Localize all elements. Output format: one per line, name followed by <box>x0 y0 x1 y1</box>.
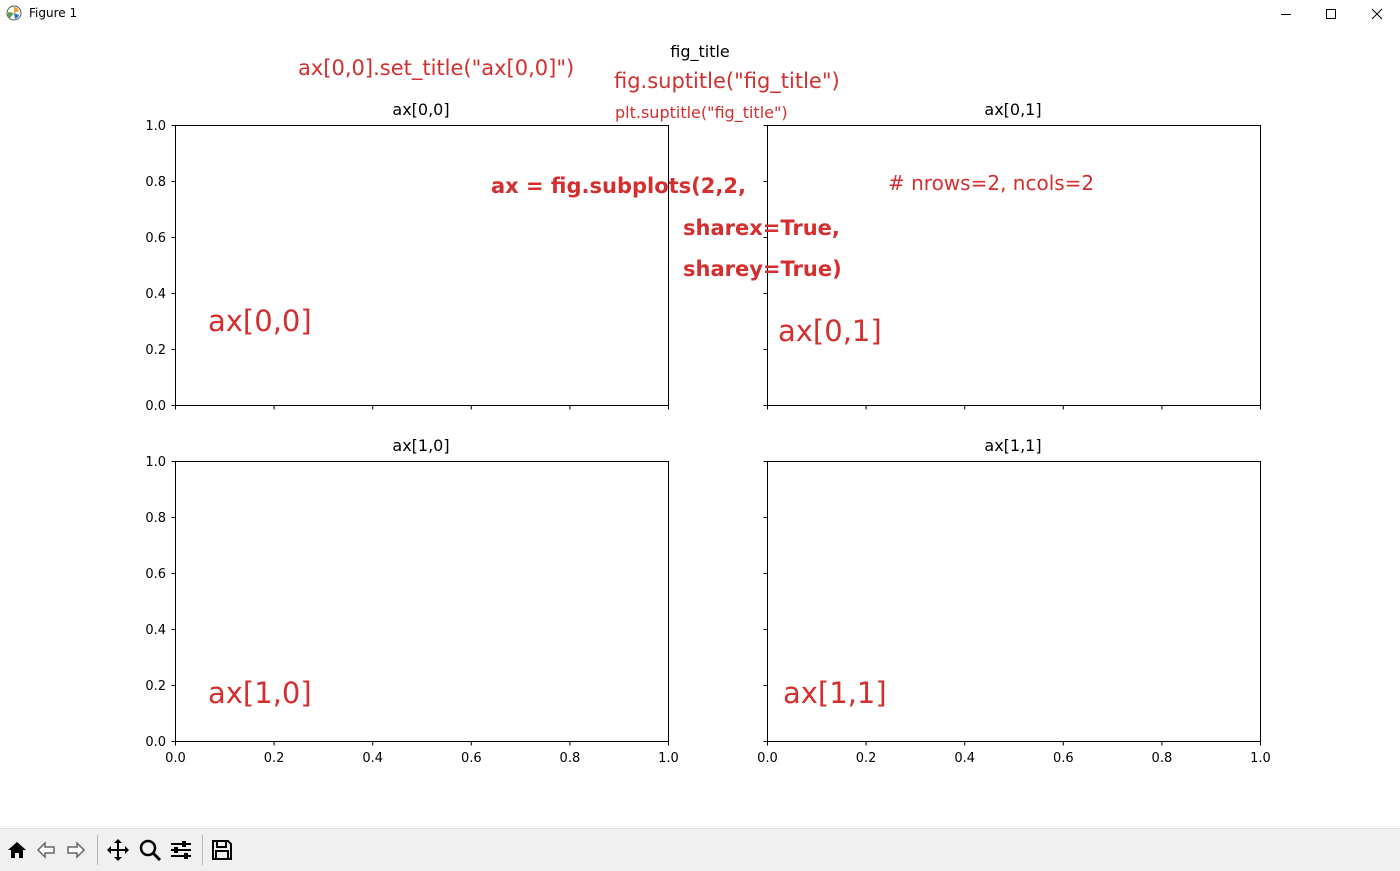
y-tick-label: 0.4 <box>145 287 166 302</box>
toolbar-separator <box>97 835 98 865</box>
x-tick-label: 0.0 <box>165 751 186 766</box>
minimize-icon <box>1281 14 1291 15</box>
y-tick-label: 0.2 <box>145 679 166 694</box>
forward-button[interactable] <box>62 835 90 865</box>
x-tick-label: 1.0 <box>1250 751 1271 766</box>
subplots-grid: 0.00.20.40.60.81.00.00.00.20.20.40.40.60… <box>145 119 1271 766</box>
y-tick-label: 0.2 <box>145 343 166 358</box>
axes-title-ax11: ax[1,1] <box>984 436 1042 455</box>
forward-icon <box>67 841 86 859</box>
maximize-button[interactable] <box>1308 0 1354 28</box>
close-icon <box>1371 8 1383 20</box>
back-icon <box>36 841 55 859</box>
x-tick-label: 0.8 <box>1152 751 1173 766</box>
minimize-button[interactable] <box>1263 0 1309 28</box>
save-icon <box>212 840 232 860</box>
pan-icon <box>107 839 129 861</box>
x-tick-label: 0.0 <box>757 751 778 766</box>
annotation-subplots-line1: ax = fig.subplots(2,2, <box>491 174 746 198</box>
y-tick-label: 1.0 <box>145 119 166 134</box>
y-tick-label: 0.4 <box>145 623 166 638</box>
annotation-nrows-comment: # nrows=2, ncols=2 <box>888 171 1095 195</box>
annotation-subplots-line3: sharey=True) <box>683 257 842 281</box>
save-button[interactable] <box>208 835 236 865</box>
annotation-plt-suptitle: plt.suptitle("fig_title") <box>615 103 788 122</box>
x-tick-label: 1.0 <box>658 751 679 766</box>
window-titlebar: Figure 1 <box>0 0 1400 28</box>
pan-button[interactable] <box>104 835 132 865</box>
y-tick-label: 0.0 <box>145 735 166 750</box>
figure-canvas[interactable]: 0.0 0.2 0.4 0.6 0.8 1.0 0.0 0.0 0.2 0.2 0.4 0.4 0.6 0… <box>0 28 1400 828</box>
navigation-toolbar <box>0 828 1400 871</box>
y-tick-label: 0.0 <box>145 399 166 414</box>
axes-frame <box>767 125 1261 406</box>
matplotlib-logo-icon <box>6 5 22 21</box>
x-tick-label: 0.2 <box>264 751 285 766</box>
axes-label-ax00: ax[0,0] <box>208 304 312 338</box>
y-tick-label: 0.8 <box>145 511 166 526</box>
axes-label-ax10: ax[1,0] <box>208 676 312 710</box>
axes-title-ax10: ax[1,0] <box>392 436 450 455</box>
home-icon <box>8 842 26 858</box>
figure-suptitle: fig_title <box>670 42 730 61</box>
axes-label-ax11: ax[1,1] <box>783 676 887 710</box>
x-tick-label: 0.2 <box>856 751 877 766</box>
annotation-set-title: ax[0,0].set_title("ax[0,0]") <box>298 56 575 80</box>
home-button[interactable] <box>3 835 31 865</box>
x-tick-label: 0.4 <box>954 751 975 766</box>
axes-title-ax01: ax[0,1] <box>984 100 1042 119</box>
annotation-fig-suptitle: fig.suptitle("fig_title") <box>614 69 840 93</box>
axes-label-ax01: ax[0,1] <box>778 314 882 348</box>
y-tick-label: 0.6 <box>145 231 166 246</box>
axes-title-ax00: ax[0,0] <box>392 100 450 119</box>
zoom-button[interactable] <box>136 835 164 865</box>
close-button[interactable] <box>1354 0 1400 28</box>
annotation-subplots-line2: sharex=True, <box>683 216 840 240</box>
window-title: Figure 1 <box>29 6 78 20</box>
toolbar-separator <box>202 835 203 865</box>
x-tick-label: 0.4 <box>362 751 383 766</box>
axes-frame <box>175 125 669 406</box>
x-tick-label: 0.8 <box>560 751 581 766</box>
maximize-icon <box>1326 9 1336 19</box>
axes-frame <box>767 461 1261 742</box>
y-tick-label: 0.6 <box>145 567 166 582</box>
configure-subplots-icon <box>171 841 191 859</box>
axes-frame <box>175 461 669 742</box>
y-tick-label: 1.0 <box>145 455 166 470</box>
zoom-icon <box>139 839 162 862</box>
configure-subplots-button[interactable] <box>167 835 195 865</box>
back-button[interactable] <box>32 835 60 865</box>
y-tick-label: 0.8 <box>145 175 166 190</box>
x-tick-label: 0.6 <box>1053 751 1074 766</box>
x-tick-label: 0.6 <box>461 751 482 766</box>
